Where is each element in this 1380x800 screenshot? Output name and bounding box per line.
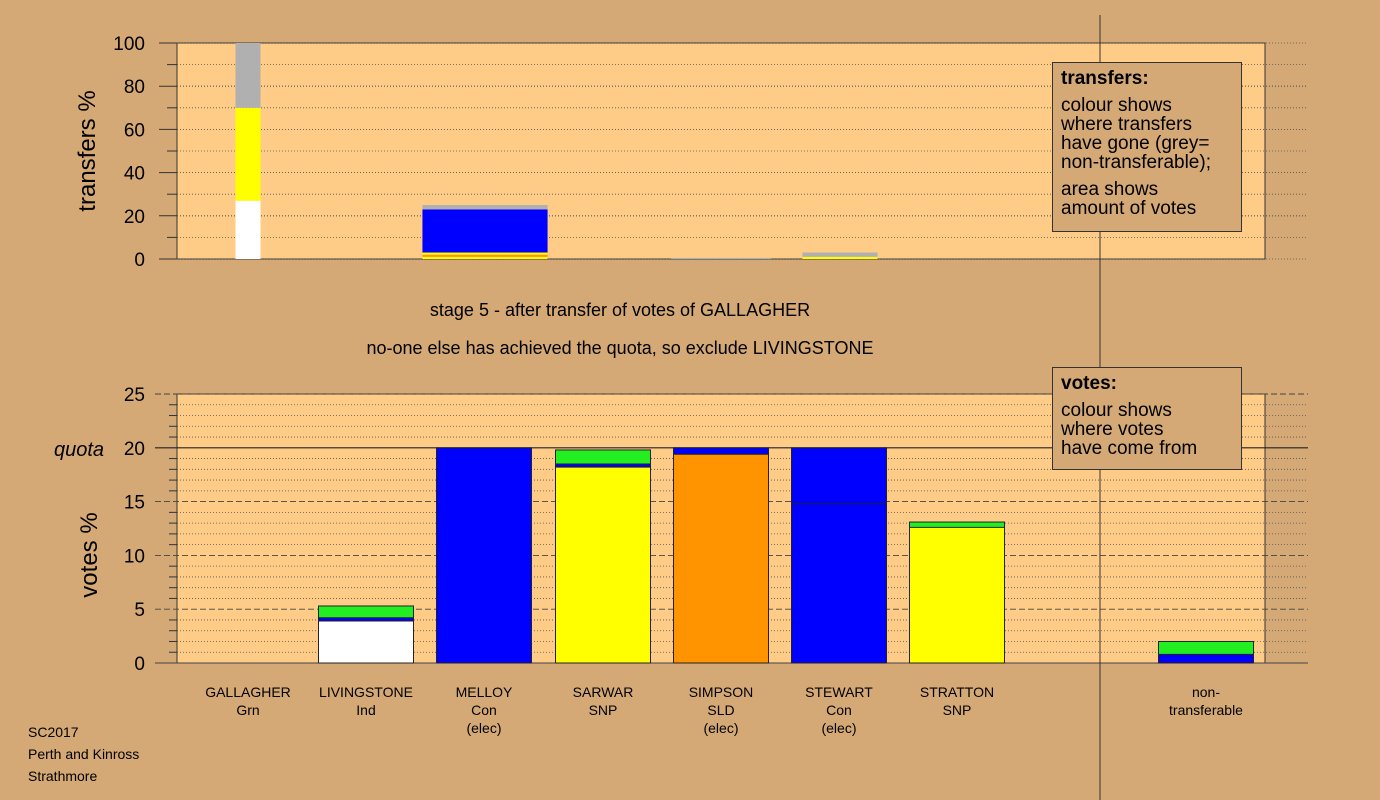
vote-segment [318, 621, 414, 663]
transfers-legend-title: transfers: [1061, 68, 1149, 89]
vote-segment [436, 447, 532, 663]
candidate-name: STRATTON [919, 684, 995, 700]
candidate-label-sarwar: SARWAR SNP [543, 683, 663, 719]
transfers-tick-label: 60 [124, 120, 145, 141]
candidate-name: STEWART [805, 684, 873, 700]
candidate-party: SNP [588, 702, 618, 718]
transfer-segment [802, 252, 878, 257]
transfers-tick-label: 100 [113, 34, 145, 55]
vote-bar-outline [1158, 640, 1254, 664]
transfer-segment [235, 107, 261, 201]
transfer-segment [802, 256, 878, 259]
votes-tick-label: 10 [124, 546, 145, 567]
votes-tick-label: 20 [124, 439, 145, 460]
transfers-tick-label: 80 [124, 77, 145, 98]
candidate-party: Grn [236, 702, 260, 718]
vote-segment [555, 449, 651, 464]
votes-legend-line: where votes [1061, 419, 1164, 440]
vote-segment [791, 503, 887, 663]
transfer-segment [422, 205, 548, 210]
votes-tick-label: 15 [124, 493, 145, 514]
vote-segment [791, 447, 887, 504]
votes-legend-line: have come from [1061, 438, 1198, 459]
candidate-label-livingstone: LIVINGSTONE Ind [306, 683, 426, 719]
vote-segment [673, 454, 769, 663]
vote-bar-outline [436, 447, 532, 664]
transfer-segment [422, 254, 548, 257]
transfers-legend-line: where transfers [1061, 114, 1192, 135]
vote-segment [1158, 641, 1254, 655]
footer-ward: Strathmore [28, 768, 98, 784]
candidate-party: Con [471, 702, 497, 718]
candidate-party: Ind [356, 702, 376, 718]
transfer-segment [422, 209, 548, 253]
footer-info: SC2017 Perth and Kinross Strathmore [28, 721, 139, 787]
vote-bar-outline [909, 521, 1005, 664]
quota-label: quota [54, 439, 104, 461]
votes-chart: 0 5 10 15 20 25 quota votes % [54, 385, 1308, 675]
candidate-name: MELLOY [455, 684, 513, 700]
candidate-party: SNP [942, 702, 972, 718]
candidate-label-non-transferable: non- transferable [1146, 683, 1266, 719]
votes-legend: votes: colour shows where votes have com… [1052, 367, 1242, 470]
candidate-name: non- [1191, 684, 1221, 700]
candidate-label-stewart: STEWART Con (elec) [779, 683, 899, 737]
candidate-status: (elec) [821, 720, 857, 736]
transfers-legend-line: non-transferable); [1061, 152, 1211, 173]
vote-segment [555, 463, 651, 468]
vote-segment [318, 605, 414, 618]
candidate-name: SIMPSON [688, 684, 754, 700]
candidate-party: SLD [707, 702, 735, 718]
transfer-segment [235, 200, 261, 259]
transfers-axis-label: transfers % [74, 90, 101, 211]
transfer-segment [670, 257, 772, 259]
exclusion-note: no-one else has achieved the quota, so e… [366, 338, 874, 358]
vote-bar-outline [555, 449, 651, 664]
transfers-legend-line: have gone (grey= [1061, 133, 1210, 154]
vote-segment [318, 617, 414, 622]
transfers-tick-label: 0 [134, 250, 145, 271]
candidate-label-melloy: MELLOY Con (elec) [424, 683, 544, 737]
candidate-name: SARWAR [572, 684, 634, 700]
vote-bar-outline [791, 447, 887, 664]
candidate-party: Con [826, 702, 852, 718]
vote-segment [909, 522, 1005, 528]
votes-tick-label: 5 [134, 600, 145, 621]
transfers-legend-line: area shows [1061, 179, 1159, 200]
votes-axis-label: votes % [76, 512, 103, 597]
vote-segment [673, 447, 769, 455]
candidate-label-stratton: STRATTON SNP [897, 683, 1017, 719]
vote-segment [909, 527, 1005, 663]
candidate-status: (elec) [466, 720, 502, 736]
vote-segment [1158, 654, 1254, 663]
vote-bar-outline [673, 447, 769, 664]
votes-legend-title: votes: [1061, 373, 1117, 394]
candidate-label-simpson: SIMPSON SLD (elec) [661, 683, 781, 737]
transfers-legend-line: amount of votes [1061, 198, 1197, 219]
transfers-legend: transfers: colour shows where transfers … [1052, 62, 1242, 232]
votes-tick-label: 0 [134, 654, 145, 675]
candidate-name: LIVINGSTONE [319, 684, 413, 700]
votes-tick-label: 25 [124, 385, 145, 406]
transfer-segment [235, 43, 261, 108]
transfer-segment [422, 256, 548, 259]
transfers-tick-label: 40 [124, 164, 145, 185]
footer-council: Perth and Kinross [28, 746, 140, 762]
transfers-tick-label: 20 [124, 207, 145, 228]
votes-legend-line: colour shows [1061, 400, 1172, 421]
stage-heading: stage 5 - after transfer of votes of GAL… [429, 300, 811, 320]
candidate-name: GALLAGHER [205, 684, 291, 700]
vote-bar-outline [318, 605, 414, 664]
candidate-party: transferable [1169, 702, 1243, 718]
transfers-legend-line: colour shows [1061, 95, 1172, 116]
candidate-status: (elec) [703, 720, 739, 736]
footer-election: SC2017 [28, 724, 79, 740]
vote-segment [555, 467, 651, 663]
candidate-label-gallagher: GALLAGHER Grn [188, 683, 308, 719]
transfer-segment [422, 252, 548, 255]
